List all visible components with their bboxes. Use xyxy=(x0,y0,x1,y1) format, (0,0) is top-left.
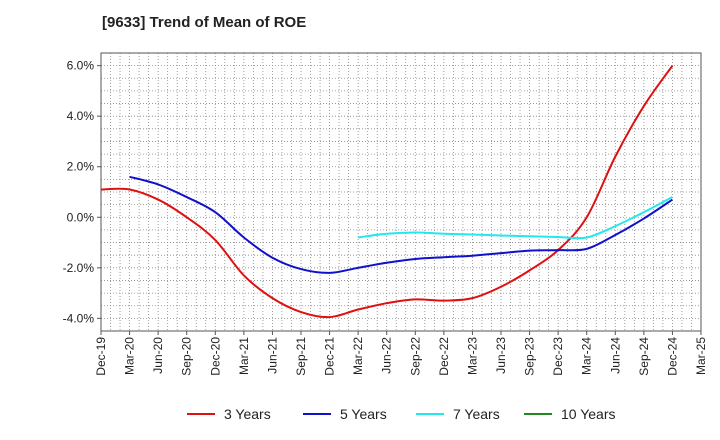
series-line-3-years xyxy=(100,65,674,319)
y-tick-label: 2.0% xyxy=(67,160,95,174)
x-tick-label: Mar-22 xyxy=(351,337,365,375)
x-tick-label: Jun-20 xyxy=(151,337,165,374)
y-tick-label: -4.0% xyxy=(63,311,95,325)
x-tick-label: Dec-24 xyxy=(665,337,679,376)
x-tick-label: Mar-23 xyxy=(465,337,479,375)
x-tick-label: Jun-24 xyxy=(608,337,622,374)
y-tick-label: 6.0% xyxy=(67,59,95,73)
x-tick-label: Sep-21 xyxy=(294,337,308,376)
x-tick-label: Mar-24 xyxy=(580,337,594,375)
chart-title: [9633] Trend of Mean of ROE xyxy=(102,14,307,31)
x-tick-label: Dec-19 xyxy=(94,337,108,376)
x-tick-label: Dec-20 xyxy=(208,337,222,376)
x-tick-label: Jun-23 xyxy=(494,337,508,374)
x-tick-label: Mar-20 xyxy=(123,337,137,375)
plot-area-frame xyxy=(100,52,702,332)
legend-label-3-years: 3 Years xyxy=(224,406,271,422)
x-tick-label: Dec-23 xyxy=(551,337,565,376)
legend-label-10-years: 10 Years xyxy=(561,406,616,422)
x-tick-label: Jun-22 xyxy=(380,337,394,374)
x-tick-label: Sep-24 xyxy=(637,337,651,376)
x-tick-label: Dec-21 xyxy=(323,337,337,376)
x-tick-label: Mar-25 xyxy=(694,337,708,375)
x-tick-label: Sep-23 xyxy=(523,337,537,376)
x-tick-label: Jun-21 xyxy=(265,337,279,374)
x-tick-label: Dec-22 xyxy=(437,337,451,376)
y-tick-label: -2.0% xyxy=(63,261,95,275)
series-line-5-years xyxy=(129,175,673,274)
x-tick-label: Mar-21 xyxy=(237,337,251,375)
x-tick-label: Sep-20 xyxy=(180,337,194,376)
x-tick-label: Sep-22 xyxy=(408,337,422,376)
y-tick-label: 4.0% xyxy=(67,109,95,123)
y-tick-label: 0.0% xyxy=(67,210,95,224)
legend-label-7-years: 7 Years xyxy=(453,406,500,422)
legend-label-5-years: 5 Years xyxy=(340,406,387,422)
series-line-7-years xyxy=(358,196,673,240)
